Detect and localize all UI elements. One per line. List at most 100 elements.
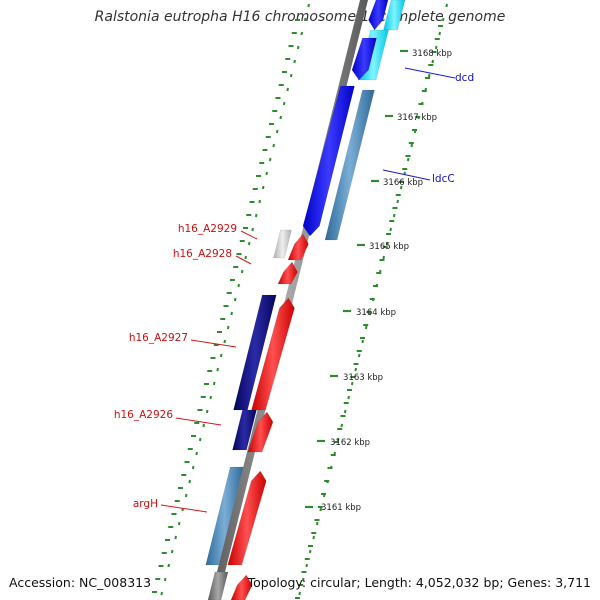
scale-dot-left: [237, 283, 240, 288]
gene-label-h16-a2928[interactable]: h16_A2928: [173, 248, 232, 260]
scale-dot-right: [350, 381, 354, 386]
scale-dot-right: [410, 143, 413, 148]
gene-steel-plus: [324, 89, 375, 241]
scale-dot-left: [198, 437, 202, 442]
gene-h16-a2926-navy: [232, 409, 257, 451]
scale-dot-left: [300, 31, 303, 36]
scale-label-3165: 3165 kbp: [369, 242, 409, 252]
scale-dot-right: [392, 213, 396, 218]
scale-dot-left: [303, 17, 307, 22]
scale-dot-left: [195, 451, 198, 456]
scale-dot-left: [296, 45, 300, 50]
scale-dot-right: [354, 367, 357, 372]
scale-dot-left: [244, 255, 247, 260]
scale-dot-left: [307, 3, 310, 8]
scale-dot-left: [254, 213, 258, 218]
scale-dot-left: [209, 395, 212, 400]
scale-dot-left: [202, 423, 205, 428]
scale-dot-left: [265, 171, 268, 176]
scale-dot-right: [347, 395, 350, 400]
scale-dot-left: [279, 115, 282, 120]
scale-dot-left: [212, 381, 216, 386]
scale-label-3167: 3167 kbp: [397, 113, 437, 123]
gene-ldcc-blue: [302, 85, 355, 237]
gene-label-argh[interactable]: argH: [133, 498, 158, 510]
scale-label-3161: 3161 kbp: [321, 503, 361, 513]
gene-red-bottom: [230, 574, 253, 600]
scale-dot-right: [427, 73, 431, 78]
gene-h16-a2926-red: [247, 411, 274, 453]
scale-dot-right: [434, 45, 438, 50]
scale-dot-left: [275, 129, 279, 134]
scale-dot-right: [305, 563, 308, 568]
scale-ticks: [152, 19, 443, 599]
scale-dot-right: [301, 577, 305, 582]
scale-dot-left: [167, 563, 170, 568]
scale-dot-left: [160, 591, 163, 596]
scale-dot-left: [293, 59, 296, 64]
scale-dot-right: [340, 423, 343, 428]
scale-dot-right: [431, 59, 434, 64]
scale-dot-left: [174, 535, 177, 540]
scale-label-3164: 3164 kbp: [356, 308, 396, 318]
scale-dot-left: [286, 87, 289, 92]
scale-dot-right: [336, 437, 340, 442]
gene-h16-a2928-red: [277, 261, 298, 285]
scale-dot-left: [191, 465, 195, 470]
scale-dot-left: [230, 311, 233, 316]
scale-labels: 3168 kbp 3167 kbp 3166 kbp 3165 kbp 3164…: [321, 49, 452, 513]
scale-dot-left: [216, 367, 219, 372]
gene-label-dcd[interactable]: dcd: [455, 72, 474, 84]
scale-dot-left: [184, 493, 188, 498]
map-title: Ralstonia eutropha H16 chromosome 1, com…: [94, 9, 506, 25]
scale-dot-left: [268, 157, 272, 162]
gene-arrow-blue-2: [351, 37, 377, 81]
leader-h16-a2929: [240, 230, 258, 240]
scale-dot-right: [382, 255, 385, 260]
scale-dot-left: [240, 269, 244, 274]
scale-dot-right: [385, 241, 389, 246]
scale-dot-right: [441, 17, 445, 22]
scale-label-3163: 3163 kbp: [343, 373, 383, 383]
scale-dot-left: [272, 143, 275, 148]
scale-dot-left: [170, 549, 174, 554]
scale-dot-right: [396, 199, 399, 204]
leader-h16-a2928: [235, 255, 252, 265]
scale-dot-right: [308, 549, 312, 554]
scale-dot-right: [319, 507, 322, 512]
scale-dot-right: [438, 31, 441, 36]
scale-dot-right: [312, 535, 315, 540]
gene-label-ldcc[interactable]: ldcC: [432, 173, 455, 185]
scale-dot-left: [205, 409, 209, 414]
gene-label-h16-a2926[interactable]: h16_A2926: [114, 409, 173, 421]
scale-dot-left: [251, 227, 254, 232]
gene-h16-a2927-red: [251, 297, 295, 411]
scale-dot-right: [406, 157, 410, 162]
scale-dot-left: [258, 199, 261, 204]
scale-dot-left: [282, 101, 286, 106]
gene-argh-red: [227, 470, 267, 566]
scale-dot-right: [445, 3, 448, 8]
gene-label-h16-a2929[interactable]: h16_A2929: [178, 223, 237, 235]
gene-labels: dcd ldcC h16_A2929 h16_A2928 h16_A2927 h…: [114, 72, 474, 510]
scale-dot-left: [177, 521, 181, 526]
leader-argh: [160, 504, 208, 513]
scale-dot-right: [357, 353, 361, 358]
scale-dot-left: [289, 73, 293, 78]
gene-argh-steel: [205, 466, 244, 566]
scale-dots-right: [298, 3, 448, 596]
leader-h16-a2927: [190, 339, 237, 348]
scale-dot-left: [233, 297, 237, 302]
scale-dot-left: [226, 325, 230, 330]
gene-label-h16-a2927[interactable]: h16_A2927: [129, 332, 188, 344]
gene-arrow-blue-top: [368, 0, 389, 31]
scale-dot-right: [364, 325, 368, 330]
scale-dot-right: [399, 185, 403, 190]
scale-dot-left: [261, 185, 265, 190]
leader-ldcc: [382, 169, 431, 181]
gene-grey-bottom: [207, 571, 229, 600]
scale-dot-left: [188, 479, 191, 484]
scale-dot-right: [315, 521, 319, 526]
